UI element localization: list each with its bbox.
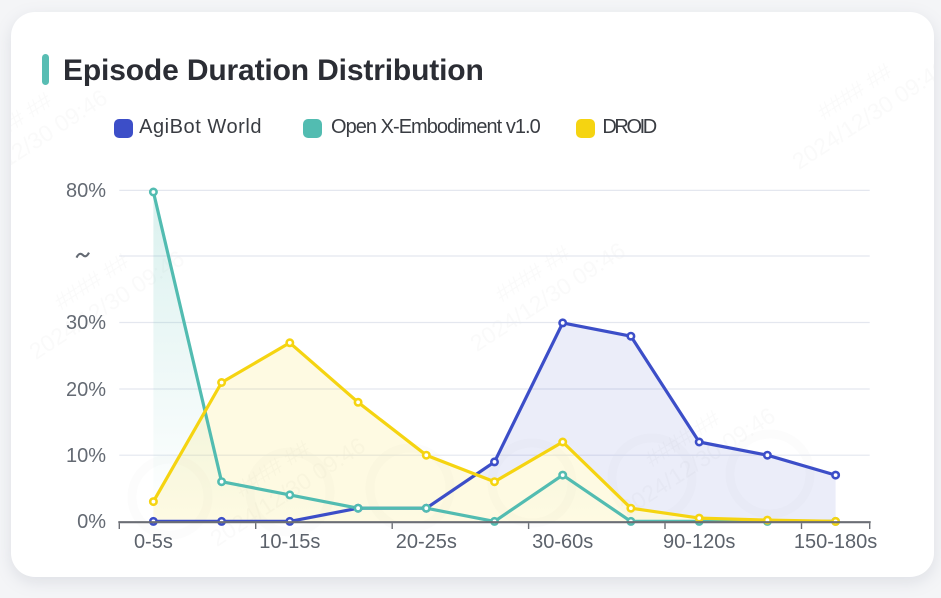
svg-text:90-120s: 90-120s: [663, 531, 735, 553]
svg-text:0-5s: 0-5s: [134, 531, 173, 553]
svg-text:20%: 20%: [66, 379, 106, 401]
svg-text:0%: 0%: [77, 511, 106, 533]
svg-text:80%: 80%: [66, 180, 106, 202]
svg-text:30-60s: 30-60s: [532, 531, 593, 553]
svg-text:10-15s: 10-15s: [259, 531, 320, 553]
svg-text:10%: 10%: [66, 445, 106, 467]
svg-text:30%: 30%: [66, 312, 106, 334]
svg-text:20-25s: 20-25s: [396, 531, 457, 553]
svg-text:150-180s: 150-180s: [794, 531, 877, 553]
